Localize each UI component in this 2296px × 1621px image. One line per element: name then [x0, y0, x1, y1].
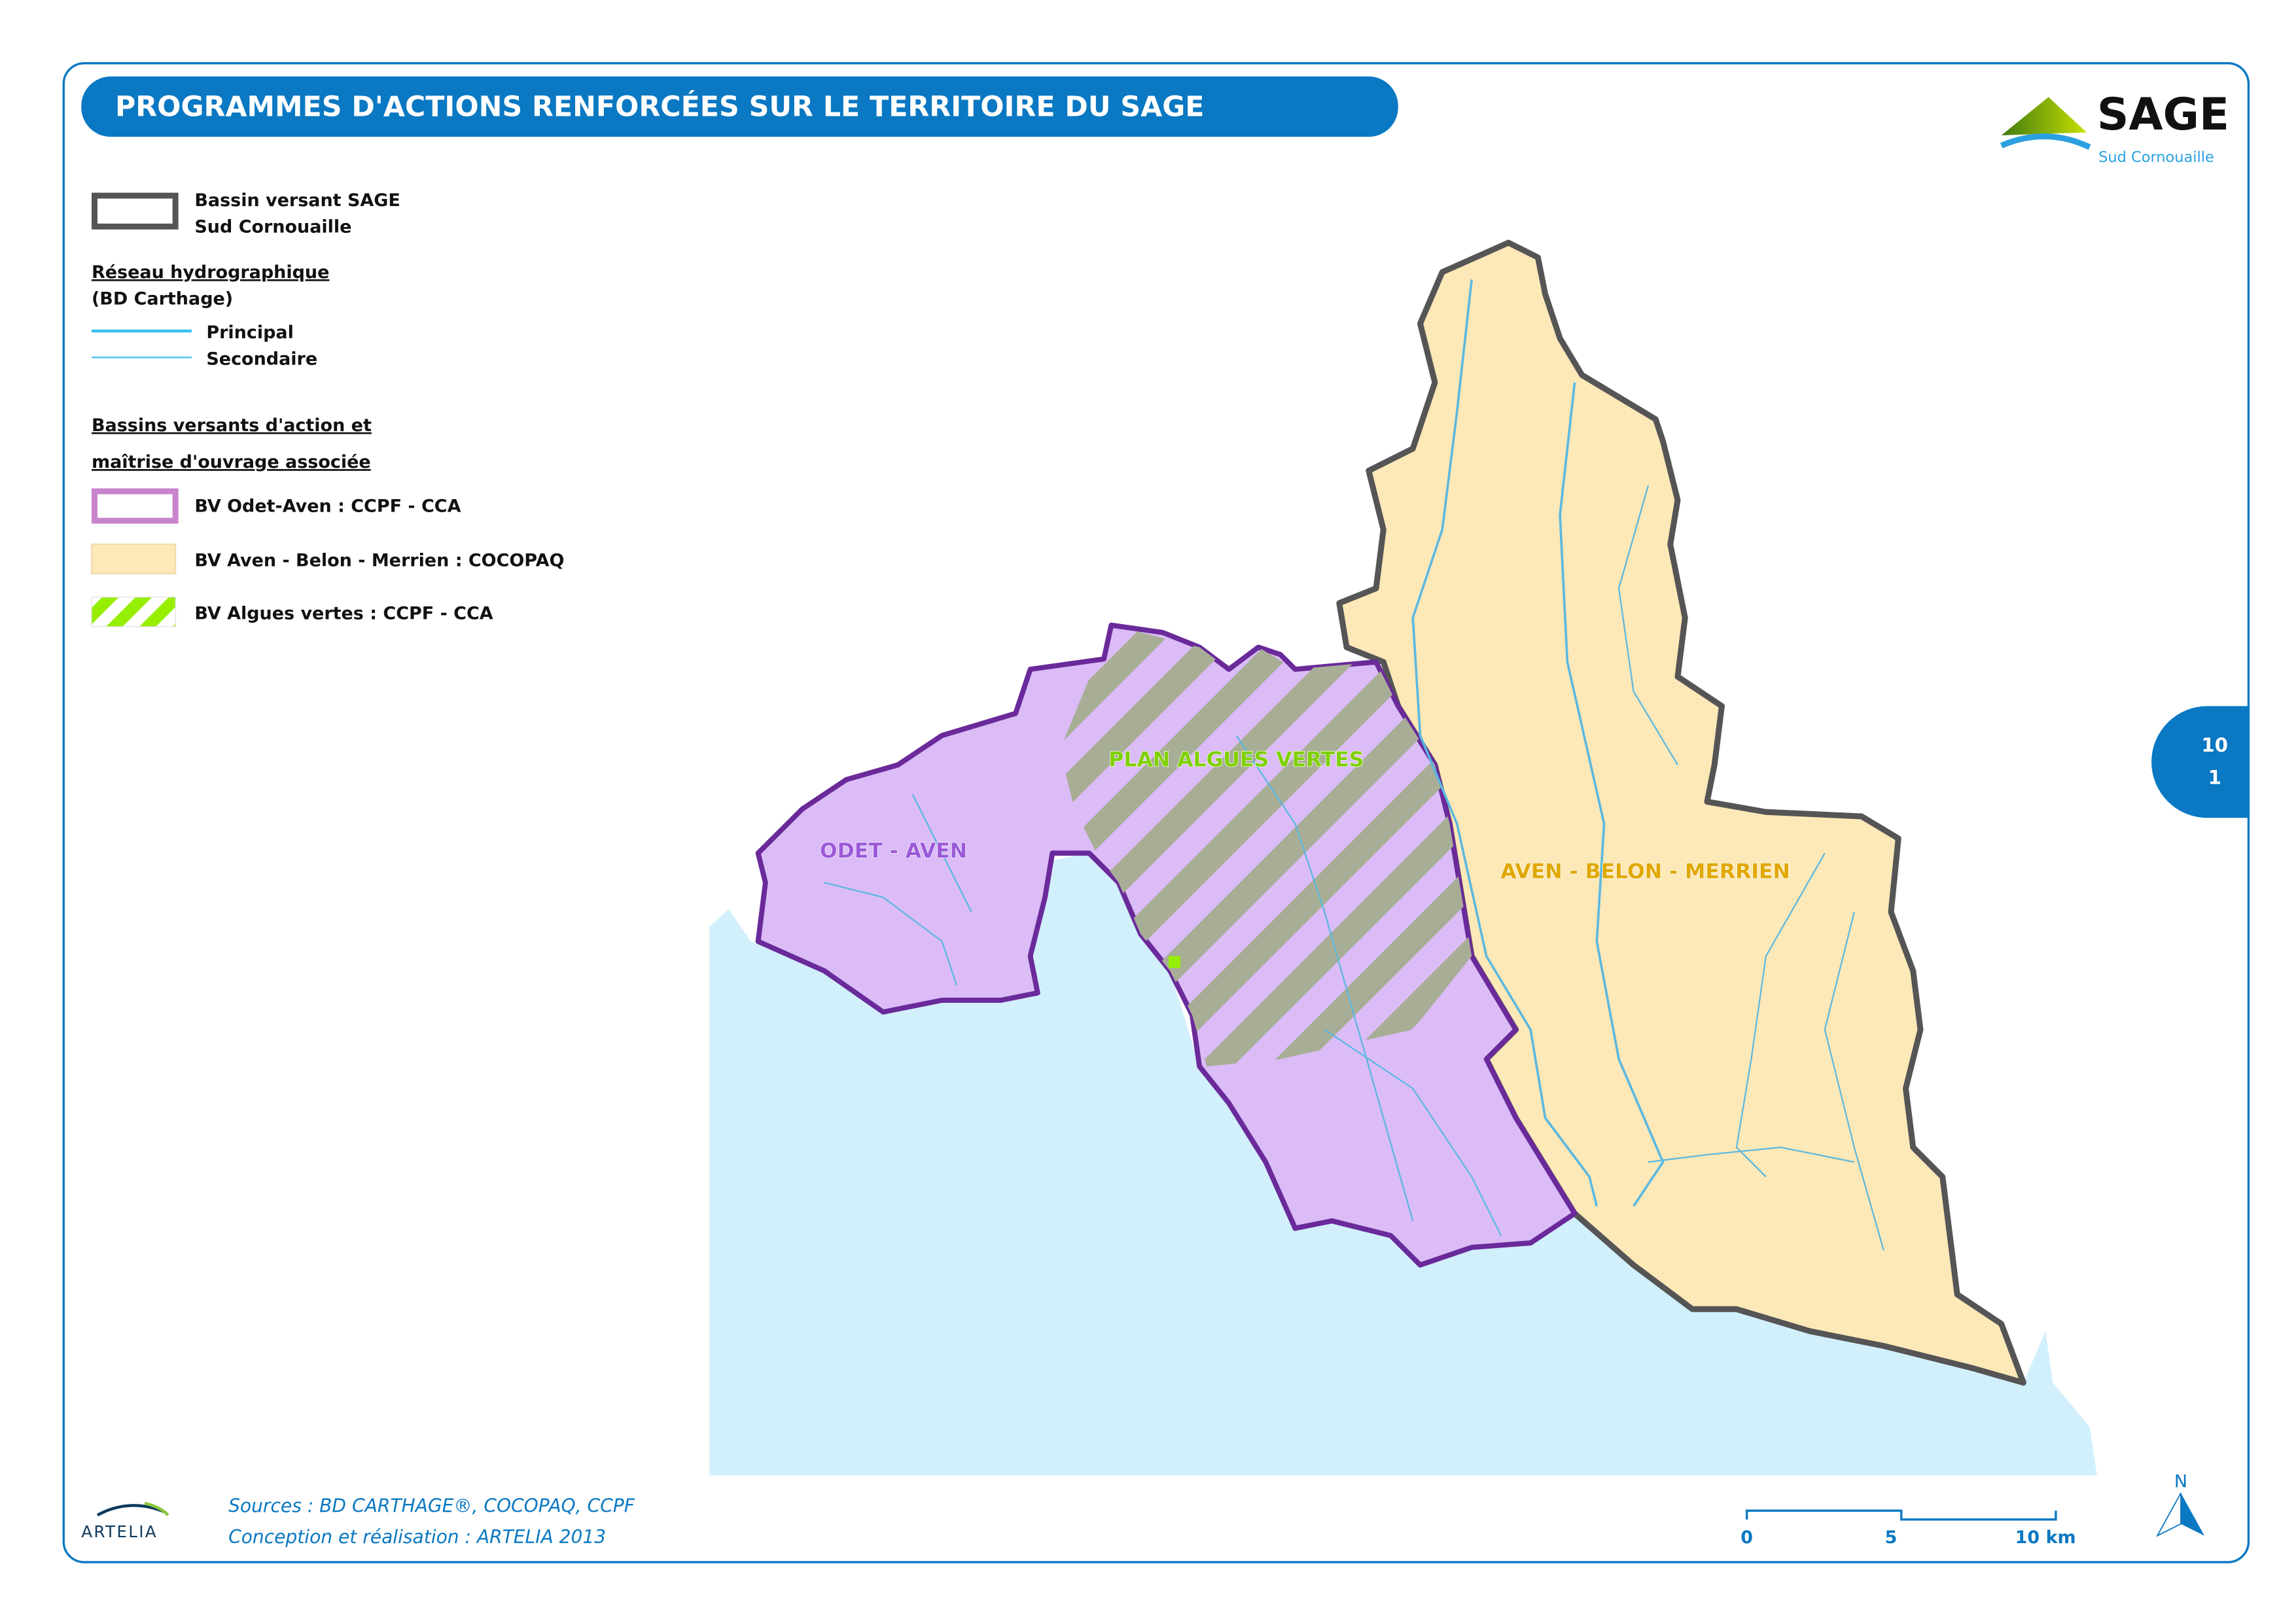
label-aven-belon-merrien: AVEN - BELON - MERRIEN: [1500, 860, 1790, 883]
legend-basins-title-2: maîtrise d'ouvrage associée: [92, 452, 371, 472]
sage-logo-subtitle: Sud Cornouaille: [2098, 148, 2214, 166]
legend-secondary-label: Secondaire: [206, 349, 317, 370]
algues-vertes-marker: [1168, 956, 1180, 968]
artelia-logo: ARTELIA: [81, 1501, 169, 1541]
scale-tick-10: 10 km: [2015, 1527, 2076, 1548]
scale-tick-0: 0: [1740, 1527, 1753, 1548]
sources-text: Sources : BD CARTHAGE®, COCOPAQ, CCPF: [228, 1495, 635, 1517]
page-title: PROGRAMMES D'ACTIONS RENFORCÉES SUR LE T…: [115, 90, 1205, 124]
river-network: [824, 279, 1884, 1251]
legend-boundary-swatch: [91, 192, 179, 230]
legend-aven-belon-label: BV Aven - Belon - Merrien : COCOPAQ: [194, 551, 564, 571]
legend-basins-title: Bassins versants d'action et: [92, 415, 372, 436]
label-odet-aven: ODET - AVEN: [820, 839, 967, 863]
legend-algues-vertes-swatch: [91, 597, 176, 627]
legend-odet-aven-label: BV Odet-Aven : CCPF - CCA: [194, 497, 461, 517]
page-badge: 10 1: [2151, 706, 2249, 818]
legend-principal-label: Principal: [206, 322, 293, 343]
map: ODET - AVEN PLAN ALGUES VERTES AVEN - BE…: [709, 239, 2097, 1476]
basin-aven-belon-merrien: [1336, 239, 2026, 1386]
title-banner: PROGRAMMES D'ACTIONS RENFORCÉES SUR LE T…: [81, 76, 1398, 137]
legend-aven-belon-swatch: [90, 543, 177, 575]
legend: Bassin versant SAGE Sud Cornouaille Rése…: [90, 190, 564, 627]
legend-hydro-title: Réseau hydrographique: [92, 262, 329, 283]
legend-boundary-label-2: Sud Cornouaille: [194, 217, 351, 237]
artelia-logo-text: ARTELIA: [81, 1522, 158, 1541]
page-number-1: 10: [2201, 734, 2228, 756]
sage-logo: SAGE Sud Cornouaille: [2000, 88, 2229, 166]
zone-algues-vertes-hatch: [1059, 625, 1472, 1067]
sage-logo-name: SAGE: [2097, 88, 2229, 140]
legend-hydro-subtitle: (BD Carthage): [92, 288, 233, 309]
north-label: N: [2174, 1471, 2187, 1491]
label-algues-vertes: PLAN ALGUES VERTES: [1108, 748, 1364, 772]
scale-tick-5: 5: [1885, 1527, 1898, 1548]
credits-text: Conception et réalisation : ARTELIA 2013: [228, 1526, 606, 1548]
legend-odet-aven-swatch: [91, 488, 179, 524]
legend-algues-vertes-label: BV Algues vertes : CCPF - CCA: [194, 604, 493, 624]
legend-boundary-label: Bassin versant SAGE: [194, 190, 400, 211]
north-arrow-icon: N: [2155, 1471, 2205, 1537]
sea: [709, 853, 2097, 1476]
scale-bar: 0 5 10 km: [1740, 1509, 2076, 1548]
page-number-2: 1: [2208, 767, 2221, 789]
